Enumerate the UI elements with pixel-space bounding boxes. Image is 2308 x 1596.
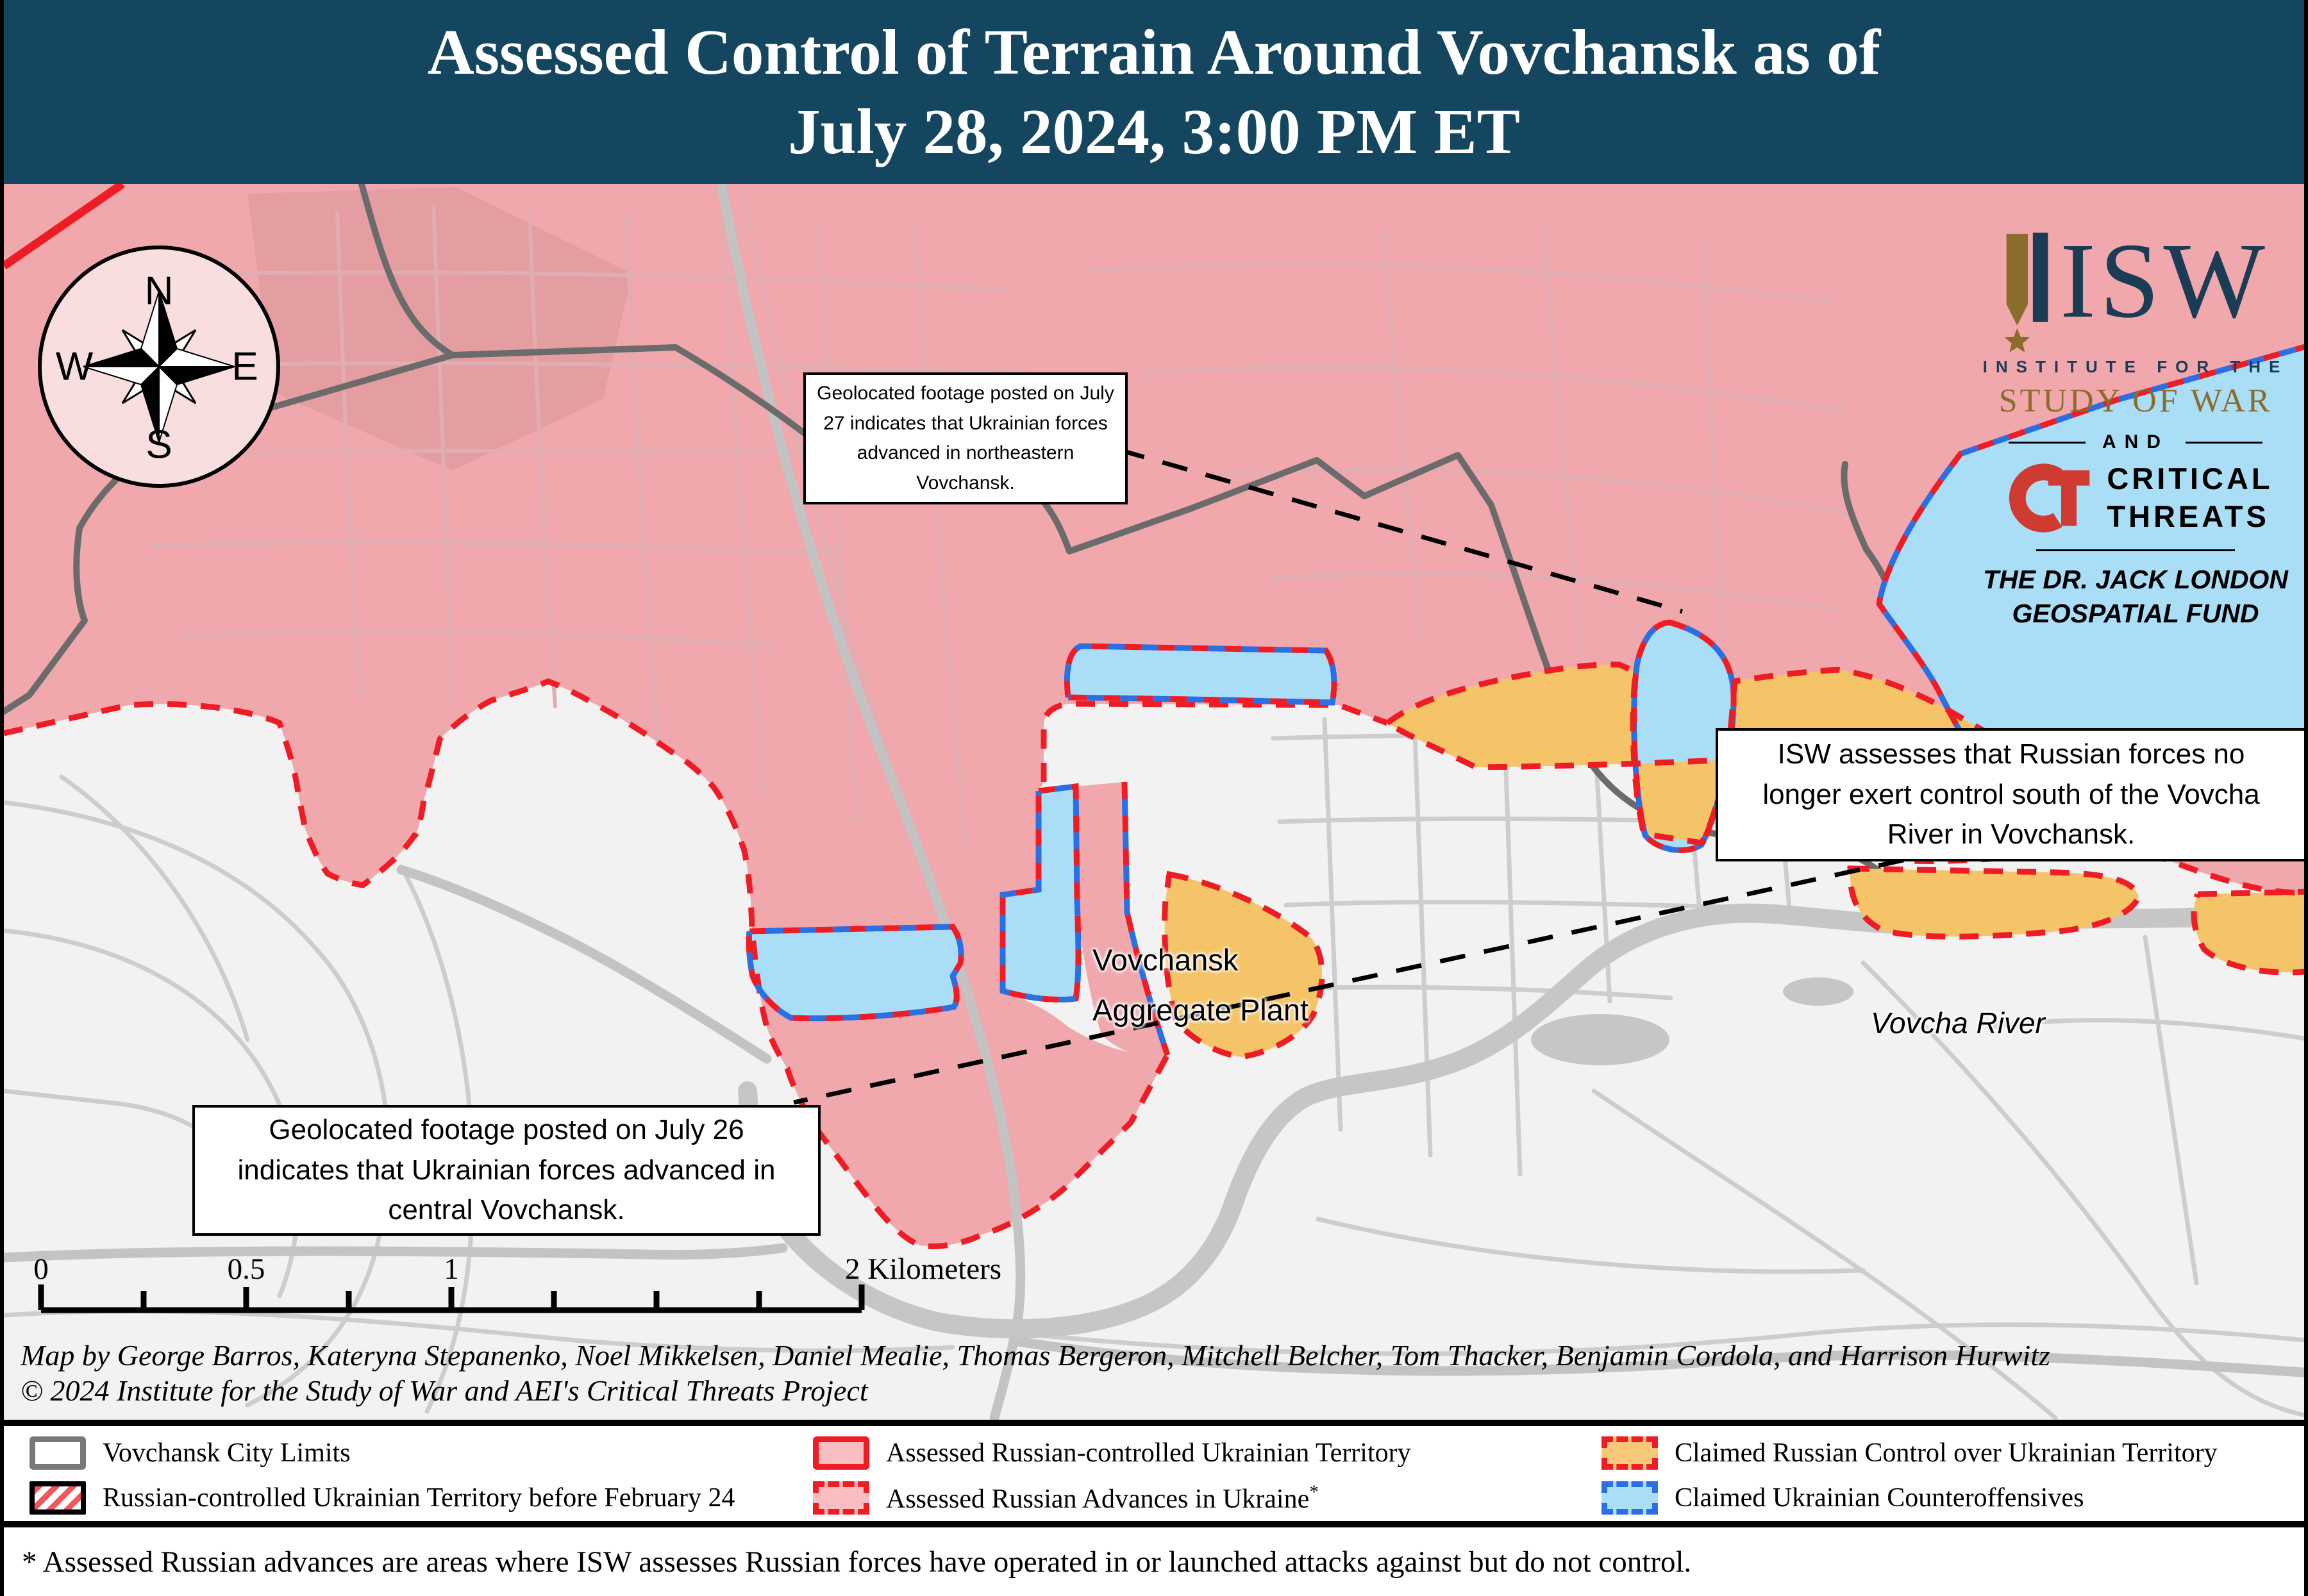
- credits: Map by George Barros, Kateryna Stepanenk…: [21, 1338, 2050, 1408]
- claimed-ua-block-southwest: [749, 927, 962, 1018]
- threats-text: THREATS: [2107, 499, 2270, 533]
- legend-item-russian-advances: Assessed Russian Advances in Ukraine*: [813, 1481, 1319, 1515]
- compass-w: W: [55, 344, 94, 389]
- claimed-ua-region-northeast: [1879, 347, 2304, 839]
- logo-divider: [2036, 549, 2235, 551]
- assessed-russian-swatch: [813, 1436, 869, 1470]
- claimed-ru-aggregate-plant: [1164, 874, 1322, 1057]
- rule-right: [2186, 441, 2262, 444]
- legend-item-city-limits: Vovchansk City Limits: [29, 1436, 351, 1470]
- claimed-ukrainian-swatch: [1601, 1481, 1658, 1515]
- legend: Vovchansk City Limits Russian-controlled…: [4, 1420, 2304, 1521]
- main-road-east: [1008, 1336, 2304, 1377]
- fund-line1: THE DR. JACK LONDON: [1982, 565, 2289, 594]
- international-border-line: [4, 184, 125, 270]
- claimed-ru-blob-far-east: [2194, 892, 2304, 973]
- isw-institute-text: INSTITUTE FOR THE: [1982, 357, 2289, 376]
- ua-counteroffensive-borders: [746, 619, 1737, 1056]
- footnote: * Assessed Russian advances are areas wh…: [4, 1521, 2304, 1596]
- map-canvas: [4, 184, 2304, 1420]
- isw-study-of-war-text: STUDY OF WAR: [1998, 383, 2273, 419]
- callout-july27: Geolocated footage posted on July 27 ind…: [803, 372, 1128, 504]
- title-line1: Assessed Control of Terrain Around Vovch…: [427, 16, 1881, 88]
- claimed-ru-blob-east: [1850, 869, 2139, 937]
- russian-advances-swatch: [813, 1481, 869, 1515]
- legend-item-claimed-ukrainian: Claimed Ukrainian Counteroffensives: [1601, 1481, 2084, 1515]
- credits-line1: Map by George Barros, Kateryna Stepanenk…: [21, 1339, 2050, 1372]
- scale-0: 0: [33, 1252, 49, 1286]
- legend-item-assessed-russian: Assessed Russian-controlled Ukrainian Te…: [813, 1436, 1411, 1470]
- lake: [1531, 1014, 1669, 1065]
- claimed-ru-band: [1387, 664, 1984, 843]
- callout-july26: Geolocated footage posted on July 26 ind…: [192, 1105, 821, 1236]
- claimed-ua-band-north: [1067, 646, 1334, 702]
- scale-05: 0.5: [227, 1252, 265, 1286]
- compass-rose: [38, 245, 280, 488]
- scale-2km: 2 Kilometers: [845, 1252, 1002, 1286]
- isw-ct-logo: ISW INSTITUTE FOR THE STUDY OF WAR AND C…: [1966, 221, 2304, 631]
- claimed-russian-swatch: [1601, 1436, 1658, 1470]
- critical-threats-ct-icon: [2009, 463, 2090, 533]
- claimed-ru-borders: [1162, 661, 2304, 1060]
- legend-item-claimed-russian: Claimed Russian Control over Ukrainian T…: [1601, 1436, 2218, 1470]
- before-feb24-swatch: [29, 1481, 86, 1515]
- aggregate-plant-label: Vovchansk Aggregate Plant: [1092, 943, 1309, 1027]
- legend-item-before-feb24: Russian-controlled Ukrainian Territory b…: [29, 1481, 735, 1515]
- leader-line-july27: [1119, 447, 1683, 614]
- title-line2: July 28, 2024, 3:00 PM ET: [788, 95, 1520, 167]
- scale-bar: [38, 1284, 865, 1313]
- and-text: AND: [2102, 431, 2169, 453]
- callout-isw-assessment: ISW assesses that Russian forces no long…: [1716, 728, 2304, 861]
- vovcha-river-label: Vovcha River: [1871, 1006, 2045, 1040]
- pond: [1783, 977, 1853, 1006]
- main-road-west: [4, 1243, 788, 1263]
- isw-shield-icon: [2004, 232, 2048, 353]
- city-limits-swatch: [29, 1436, 86, 1470]
- compass-e: E: [231, 344, 258, 389]
- map: N E S W ISW INSTITUTE FOR THE STUDY OF W…: [4, 184, 2304, 1420]
- road-to-town: [396, 865, 772, 1064]
- credits-line2: © 2024 Institute for the Study of War an…: [21, 1374, 868, 1408]
- compass-n: N: [144, 269, 174, 313]
- fund-line2: GEOSPATIAL FUND: [2012, 599, 2259, 629]
- scale-1: 1: [444, 1252, 459, 1286]
- isw-wordmark: ISW: [2060, 221, 2269, 340]
- critical-text: CRITICAL: [2107, 461, 2273, 496]
- leader-line-july26: [793, 838, 1992, 1105]
- claimed-ua-strip-central: [1003, 786, 1078, 1000]
- title-bar: Assessed Control of Terrain Around Vovch…: [4, 0, 2304, 184]
- rule-left: [2009, 441, 2086, 444]
- compass-s: S: [146, 422, 172, 467]
